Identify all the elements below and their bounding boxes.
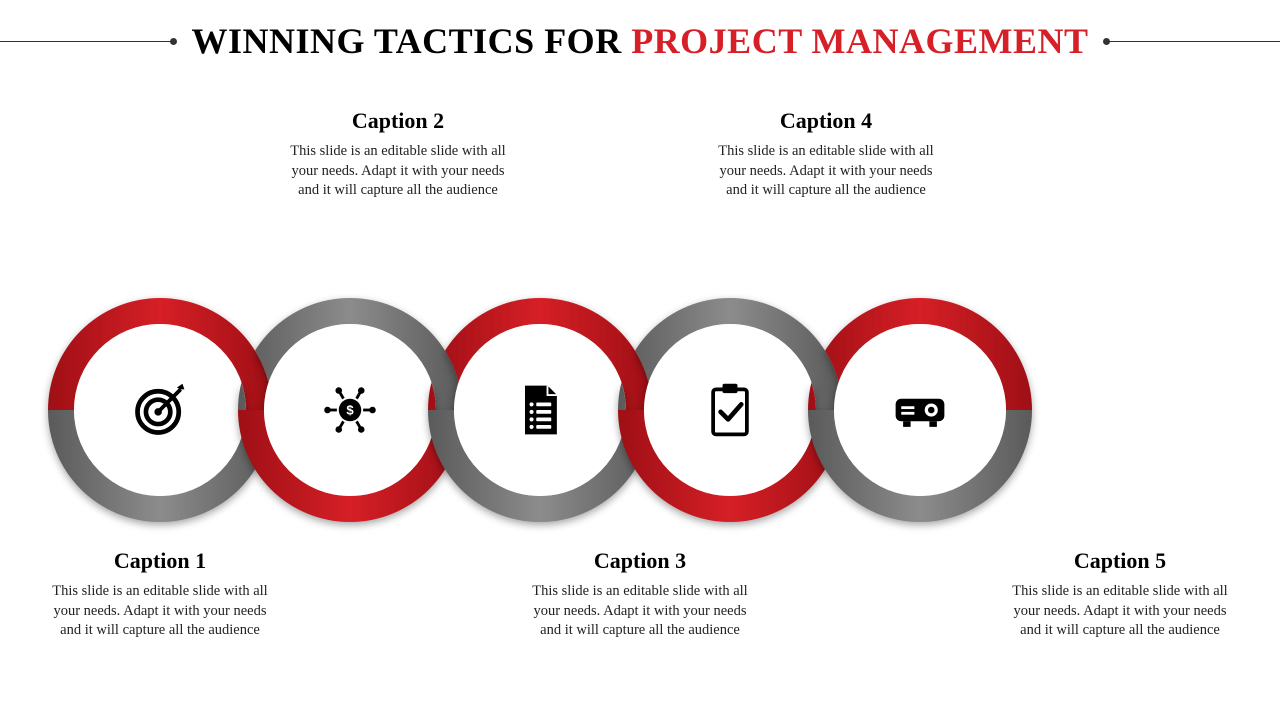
caption-block-3: Caption 3 This slide is an editable slid… xyxy=(530,548,750,641)
ring-inner-3 xyxy=(454,324,626,496)
caption-body-5: This slide is an editable slide with all… xyxy=(1010,582,1230,641)
svg-text:$: $ xyxy=(346,403,354,418)
caption-body-4: This slide is an editable slide with all… xyxy=(716,142,936,201)
ring-5 xyxy=(808,298,1032,522)
file-list-icon xyxy=(510,380,570,440)
title-rule-right xyxy=(1107,41,1280,42)
caption-block-4: Caption 4 This slide is an editable slid… xyxy=(716,108,936,201)
title-rule-left xyxy=(0,41,173,42)
title-row: WINNING TACTICS FOR PROJECT MANAGEMENT xyxy=(0,20,1280,62)
ring-inner-5 xyxy=(834,324,1006,496)
ring-chain: $ xyxy=(48,298,1232,522)
title-part-1: WINNING TACTICS FOR xyxy=(191,21,631,61)
caption-block-2: Caption 2 This slide is an editable slid… xyxy=(288,108,508,201)
ring-inner-1 xyxy=(74,324,246,496)
title-part-2: PROJECT MANAGEMENT xyxy=(631,21,1088,61)
caption-block-1: Caption 1 This slide is an editable slid… xyxy=(50,548,270,641)
slide: WINNING TACTICS FOR PROJECT MANAGEMENT C… xyxy=(0,0,1280,720)
caption-title-5: Caption 5 xyxy=(1010,548,1230,574)
clipboard-check-icon xyxy=(700,380,760,440)
slide-title: WINNING TACTICS FOR PROJECT MANAGEMENT xyxy=(173,20,1106,62)
caption-body-2: This slide is an editable slide with all… xyxy=(288,142,508,201)
caption-title-4: Caption 4 xyxy=(716,108,936,134)
caption-body-1: This slide is an editable slide with all… xyxy=(50,582,270,641)
caption-title-3: Caption 3 xyxy=(530,548,750,574)
ring-inner-2: $ xyxy=(264,324,436,496)
caption-title-1: Caption 1 xyxy=(50,548,270,574)
caption-title-2: Caption 2 xyxy=(288,108,508,134)
money-hub-icon: $ xyxy=(320,380,380,440)
projector-icon xyxy=(890,380,950,440)
ring-inner-4 xyxy=(644,324,816,496)
target-icon xyxy=(130,380,190,440)
caption-body-3: This slide is an editable slide with all… xyxy=(530,582,750,641)
caption-block-5: Caption 5 This slide is an editable slid… xyxy=(1010,548,1230,641)
